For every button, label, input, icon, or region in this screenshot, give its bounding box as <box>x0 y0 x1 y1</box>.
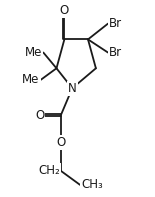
Text: Br: Br <box>109 17 122 30</box>
Text: O: O <box>60 4 69 17</box>
Text: Br: Br <box>109 46 122 59</box>
Text: CH₃: CH₃ <box>81 178 103 191</box>
Text: CH₂: CH₂ <box>38 164 60 177</box>
Text: O: O <box>35 109 44 122</box>
Text: Me: Me <box>22 73 40 86</box>
Text: Me: Me <box>25 46 42 59</box>
Text: N: N <box>68 82 77 95</box>
Text: O: O <box>56 136 65 149</box>
